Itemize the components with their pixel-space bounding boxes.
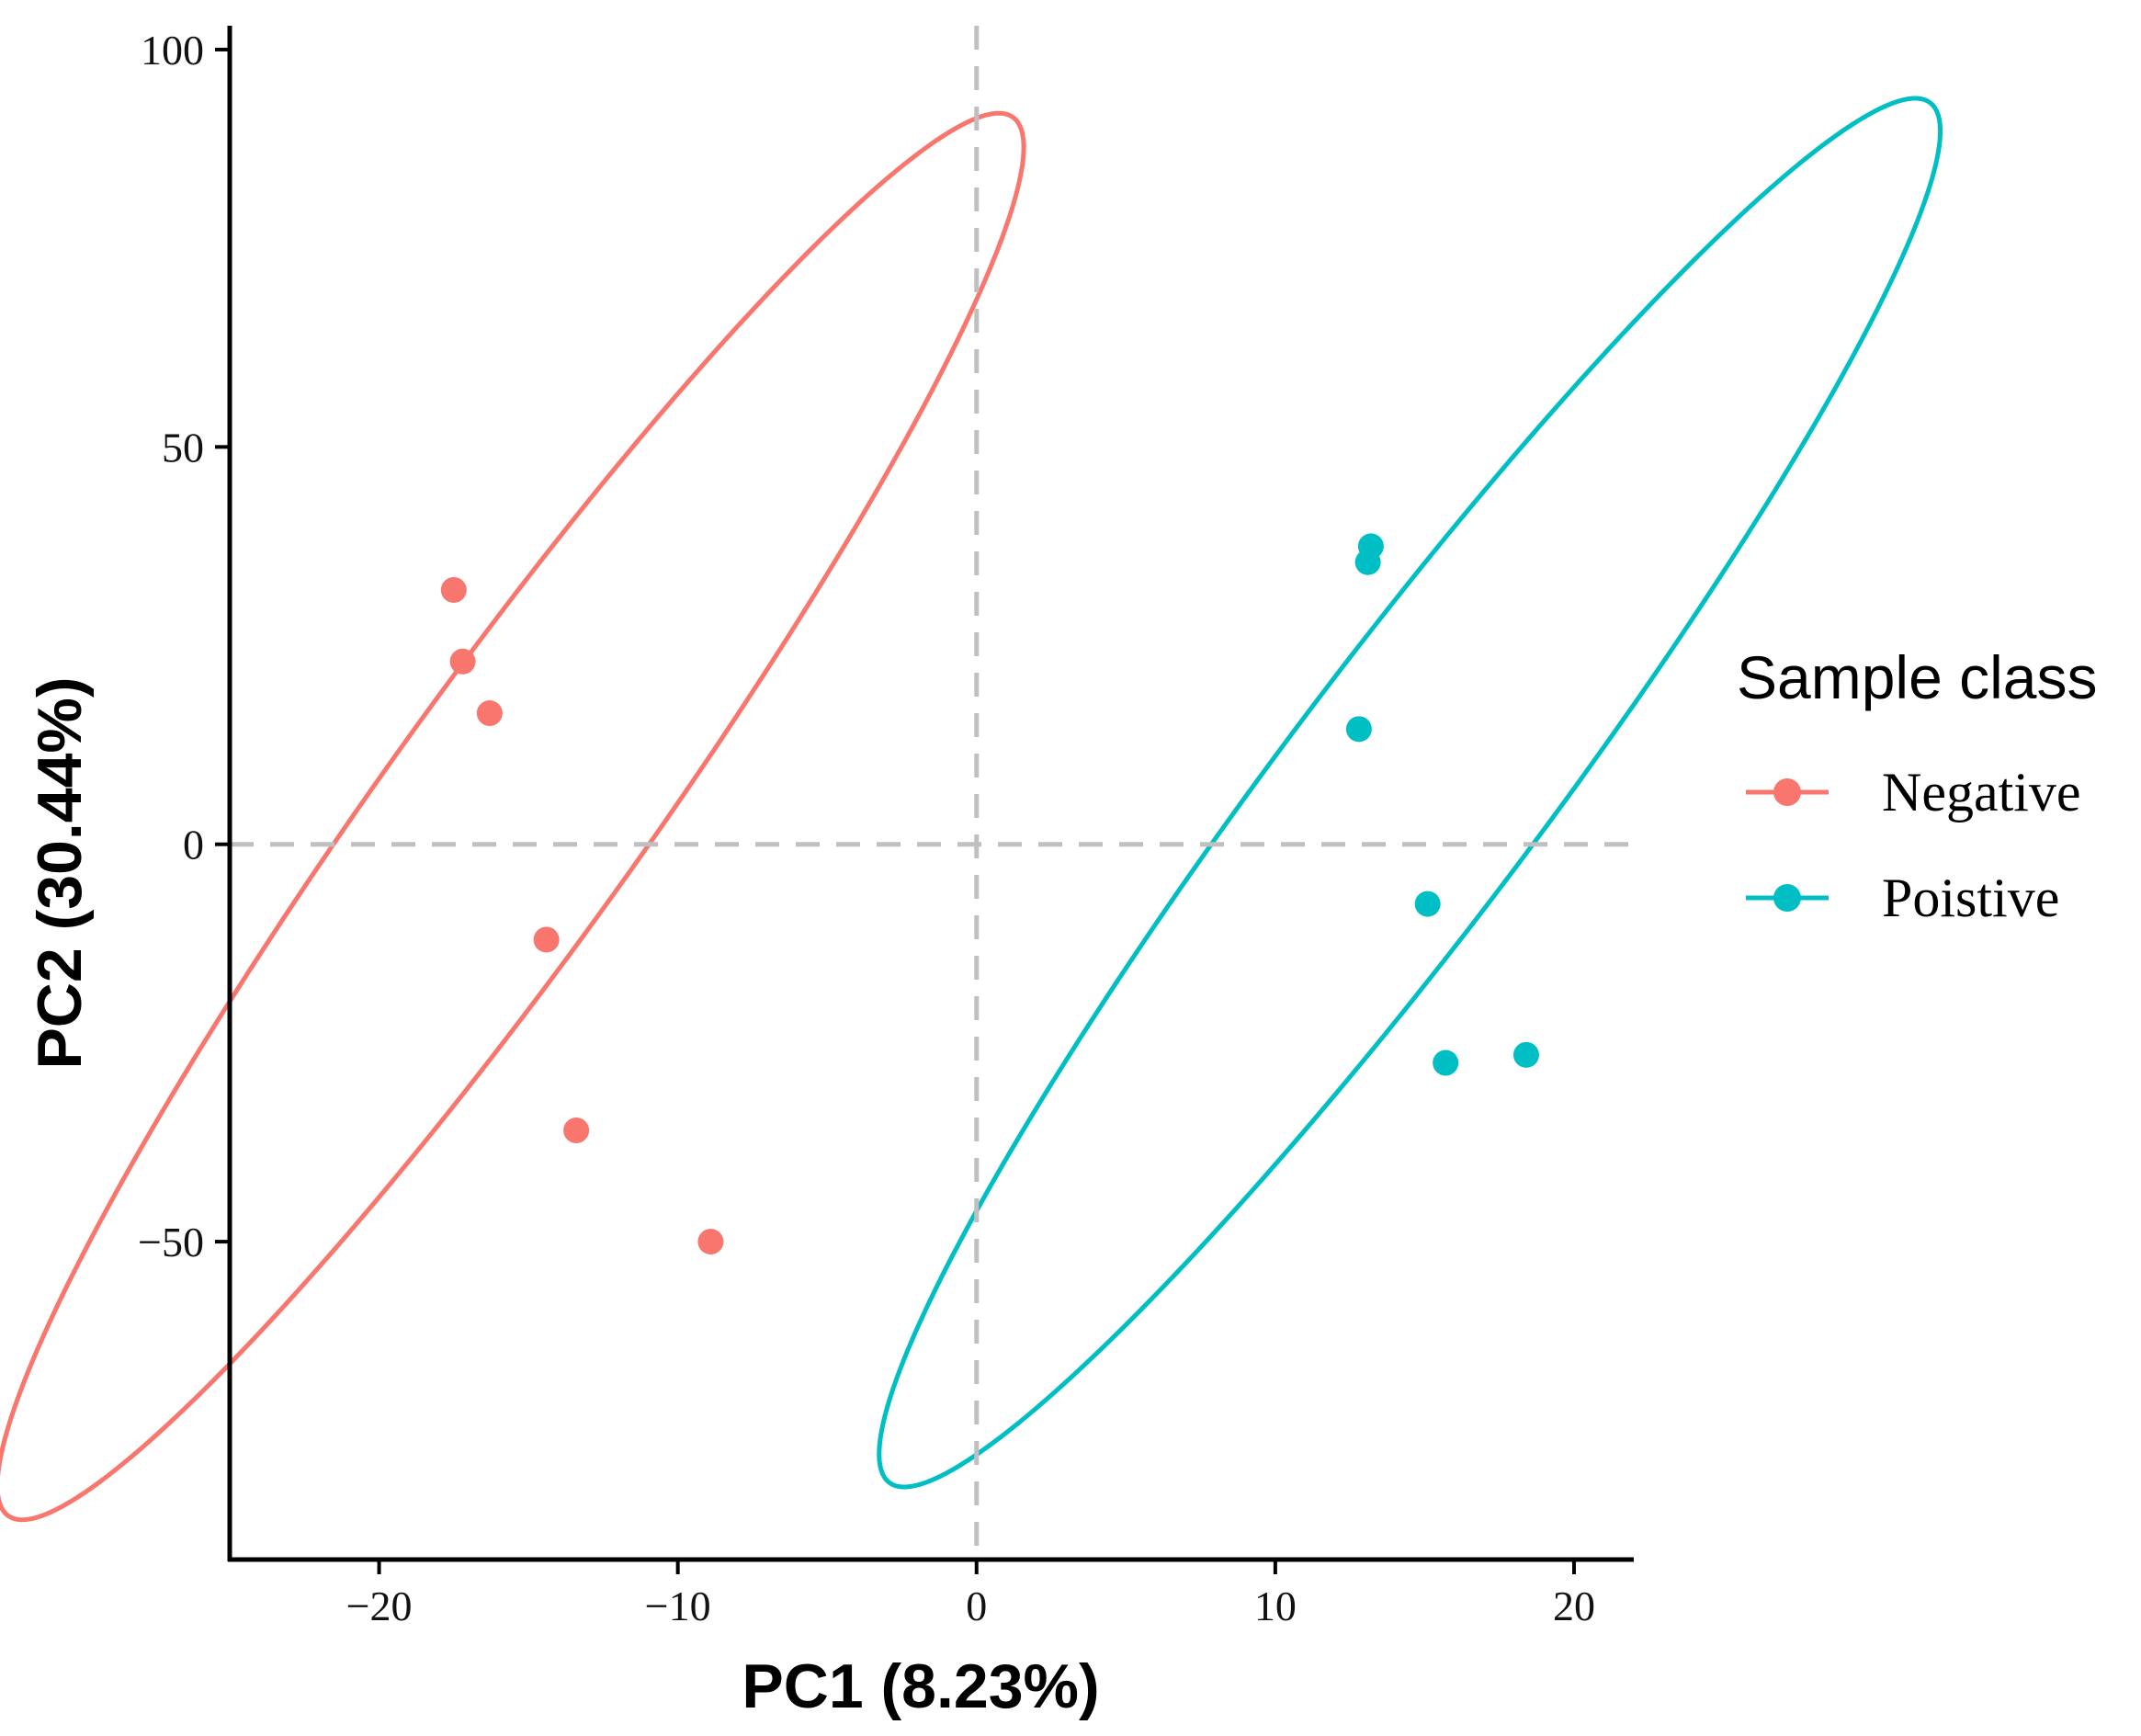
legend-key-positive-dot — [1773, 884, 1801, 912]
confidence-ellipses — [0, 96, 1943, 1523]
ellipse-negative — [0, 110, 1026, 1523]
x-tick-label-0: −20 — [346, 1583, 413, 1629]
point-positive-4 — [1433, 1050, 1459, 1076]
legend-title: Sample class — [1737, 643, 2098, 711]
x-tick-label-4: 20 — [1553, 1583, 1595, 1629]
legend-label-positive: Poistive — [1882, 868, 2059, 928]
point-positive-3 — [1414, 891, 1441, 917]
data-points — [440, 533, 1539, 1255]
x-tick-label-2: 0 — [966, 1583, 987, 1629]
point-positive-1 — [1354, 549, 1381, 575]
x-tick-label-3: 10 — [1254, 1583, 1297, 1629]
y-tick-label-1: 0 — [183, 822, 204, 868]
legend-label-negative: Negative — [1882, 762, 2081, 823]
point-positive-2 — [1345, 716, 1372, 743]
y-axis-title: PC2 (30.44%) — [25, 676, 95, 1069]
y-tick-label-2: 50 — [162, 424, 204, 471]
point-negative-3 — [533, 926, 560, 953]
x-tick-label-1: −10 — [645, 1583, 711, 1629]
legend-key-negative-dot — [1773, 778, 1801, 806]
point-negative-2 — [476, 700, 503, 727]
legend: Sample class Negative Poistive — [1737, 643, 2098, 928]
ellipse-positive — [877, 96, 1943, 1490]
axes: −20 −10 0 10 20 −50 0 50 100 — [138, 26, 1634, 1629]
point-positive-5 — [1512, 1041, 1539, 1068]
x-axis-title: PC1 (8.23%) — [742, 1651, 1099, 1721]
reference-lines — [230, 26, 1634, 1560]
y-tick-label-3: 100 — [141, 27, 204, 74]
point-negative-4 — [563, 1118, 590, 1144]
point-negative-1 — [449, 648, 476, 675]
point-negative-5 — [697, 1229, 724, 1255]
point-negative-0 — [440, 576, 467, 603]
y-tick-label-0: −50 — [138, 1219, 204, 1265]
